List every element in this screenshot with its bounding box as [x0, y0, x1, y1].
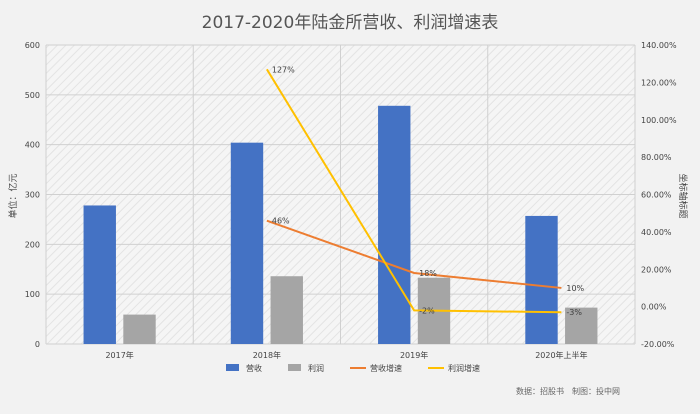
bar-营收: [230, 142, 264, 344]
lines: 46% 18% 10% 127% -2% -3%: [266, 65, 585, 317]
legend-label-营收增速: 营收增速: [370, 363, 402, 373]
y-right-tick-label: 60.00%: [641, 191, 672, 200]
bar-营收: [378, 105, 411, 345]
x-tick-label: 2017年: [105, 350, 133, 360]
data-label-利润增速: 127%: [272, 65, 295, 74]
y-right-tick-label: 120.00%: [641, 78, 677, 87]
data-label-营收增速: 10%: [566, 284, 584, 293]
y-left-tick-label: 0: [35, 340, 40, 349]
x-tick-label: 2019年: [400, 350, 428, 360]
bar-利润: [565, 307, 598, 344]
line-利润增速: [266, 68, 562, 314]
bar-利润: [123, 314, 156, 344]
legend: 营收 利润 营收增速 利润增速: [226, 363, 480, 373]
legend-label-利润: 利润: [308, 363, 324, 373]
y-left-tick-label: 100: [25, 290, 40, 299]
footer-source: 数据：招股书 制图：投中网: [516, 386, 620, 396]
y-right-tick-label: 100.00%: [641, 116, 677, 125]
bar-利润: [270, 276, 303, 344]
y-left-tick-label: 600: [25, 41, 40, 50]
data-label-利润增速: -2%: [419, 306, 435, 315]
y-right-tick-label: 80.00%: [641, 153, 672, 162]
y-right-tick-label: 20.00%: [641, 265, 672, 274]
bar-营收: [83, 205, 116, 344]
y-right-tick-label: 140.00%: [641, 41, 677, 50]
y-left-label: 单位：亿元: [7, 173, 19, 218]
y-left-tick-label: 200: [25, 240, 40, 249]
y-left-tick-label: 300: [25, 191, 40, 200]
y-left-tick-label: 500: [25, 91, 40, 100]
data-label-利润增速: -3%: [566, 308, 582, 317]
x-tick-label: 2018年: [253, 350, 281, 360]
y-right-tick-label: 40.00%: [641, 228, 672, 237]
y-left-tick-label: 400: [25, 141, 40, 150]
bar-营收: [525, 215, 558, 344]
grid: [45, 44, 636, 345]
y-right-tick-label: -20.00%: [641, 340, 675, 349]
line-营收增速: [266, 219, 562, 289]
legend-swatch-利润: [288, 364, 301, 371]
y-right-label: 坐标轴标题: [677, 173, 689, 218]
chart-title: 2017-2020年陆金所营收、利润增速表: [202, 13, 499, 33]
x-tick-label: 2020年上半年: [535, 350, 587, 360]
left-axis: 0 100 200 300 400 500 600: [25, 41, 40, 349]
legend-label-利润增速: 利润增速: [448, 363, 480, 373]
data-label-营收增速: 18%: [419, 269, 437, 278]
x-axis: 2017年 2018年 2019年 2020年上半年: [105, 350, 587, 360]
data-label-营收增速: 46%: [272, 217, 290, 226]
y-right-tick-label: 0.00%: [641, 303, 667, 312]
right-axis: -20.00% 0.00% 20.00% 40.00% 60.00% 80.00% 100.…: [641, 41, 677, 349]
legend-label-营收: 营收: [246, 363, 262, 373]
legend-swatch-营收: [226, 364, 239, 371]
